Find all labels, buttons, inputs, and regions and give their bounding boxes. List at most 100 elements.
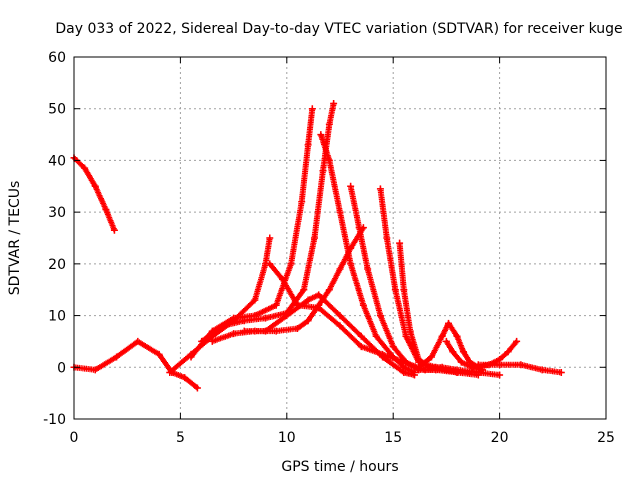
data-point (230, 314, 238, 322)
series-arc-9 (317, 131, 418, 376)
data-point (459, 348, 467, 356)
x-tick-label: 15 (384, 430, 402, 446)
series-markers (396, 240, 503, 378)
data-point (379, 350, 387, 358)
data-point (166, 368, 174, 376)
chart-title: Day 033 of 2022, Sidereal Day-to-day VTE… (55, 21, 622, 37)
data-point (504, 348, 512, 356)
x-tick-label: 0 (70, 430, 79, 446)
data-point (325, 120, 333, 128)
data-point (383, 234, 391, 242)
data-point (319, 167, 327, 175)
data-point (402, 332, 410, 340)
data-point (557, 368, 565, 376)
data-point (359, 301, 367, 309)
data-point (364, 265, 372, 273)
data-point (315, 304, 323, 312)
data-point (300, 286, 308, 294)
data-point (110, 226, 118, 234)
data-point (376, 312, 384, 320)
data-point (272, 301, 280, 309)
data-point (396, 239, 404, 247)
series-arc-1 (70, 154, 118, 234)
data-point (304, 317, 312, 325)
data-point (262, 314, 270, 322)
data-point (283, 312, 291, 320)
data-point (91, 182, 99, 190)
y-axis-title: SDTVAR / TECUs (7, 181, 23, 296)
data-point (287, 260, 295, 268)
data-point (445, 319, 453, 327)
y-tick-label: 30 (48, 205, 66, 221)
data-point (102, 206, 110, 214)
data-point (406, 327, 414, 335)
data-point (468, 363, 476, 371)
data-point (266, 234, 274, 242)
series-arc-3 (166, 234, 274, 376)
data-point (279, 275, 287, 283)
data-point (293, 301, 301, 309)
y-tick-label: 40 (48, 153, 66, 169)
data-point (438, 332, 446, 340)
data-point (304, 141, 312, 149)
series-line (168, 236, 271, 374)
data-point (336, 322, 344, 330)
series-arc-14 (442, 337, 487, 374)
data-point (402, 358, 410, 366)
data-point (315, 291, 323, 299)
data-point (298, 198, 306, 206)
data-point (457, 358, 465, 366)
data-point (325, 286, 333, 294)
data-point (449, 348, 457, 356)
data-point (538, 366, 546, 374)
data-point (325, 156, 333, 164)
y-tick-label: 10 (48, 309, 66, 325)
data-point (113, 353, 121, 361)
data-point (425, 363, 433, 371)
x-tick-label: 20 (491, 430, 509, 446)
x-tick-label: 25 (597, 430, 615, 446)
data-point (134, 337, 142, 345)
data-point (240, 327, 248, 335)
x-tick-label: 10 (278, 430, 296, 446)
data-point (81, 164, 89, 172)
plot-frame (73, 56, 607, 420)
data-point (272, 327, 280, 335)
data-point (310, 234, 318, 242)
data-point (415, 363, 423, 371)
data-point (453, 366, 461, 374)
data-point (442, 337, 450, 345)
data-point (517, 361, 525, 369)
data-point (428, 353, 436, 361)
data-point (415, 356, 423, 364)
data-point (266, 260, 274, 268)
x-axis-title: GPS time / hours (281, 459, 398, 475)
data-point (376, 185, 384, 193)
data-point (336, 312, 344, 320)
plot-series (70, 100, 565, 392)
y-tick-label: 20 (48, 257, 66, 273)
data-point (336, 208, 344, 216)
y-tick-label: 0 (57, 360, 66, 376)
data-point (187, 353, 195, 361)
data-point (198, 337, 206, 345)
data-point (438, 363, 446, 371)
data-point (355, 224, 363, 232)
data-point (400, 286, 408, 294)
data-point (293, 325, 301, 332)
data-point (240, 317, 248, 325)
data-point (336, 265, 344, 273)
series-markers (71, 154, 118, 234)
data-point (251, 296, 259, 304)
data-point (474, 361, 482, 369)
data-point (230, 330, 238, 338)
data-point (219, 322, 227, 330)
series-arc-12 (396, 239, 504, 379)
data-point (347, 182, 355, 190)
data-point (317, 131, 325, 139)
data-point (391, 286, 399, 294)
data-point (181, 374, 189, 382)
data-point (372, 332, 380, 340)
series-arc-16 (474, 361, 565, 376)
